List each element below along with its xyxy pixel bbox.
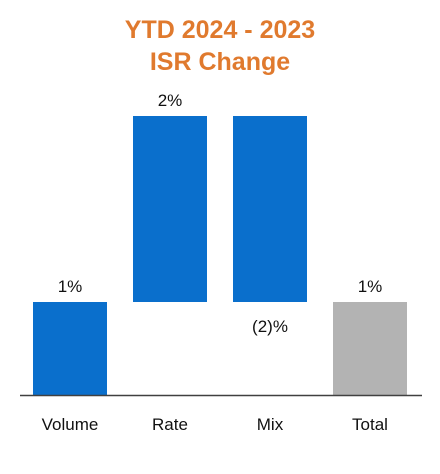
value-label-rate: 2%	[158, 91, 183, 110]
bar-volume	[33, 302, 107, 395]
bar-total	[333, 302, 407, 395]
category-label-volume: Volume	[42, 415, 99, 434]
category-label-mix: Mix	[257, 415, 284, 434]
value-label-mix: (2)%	[252, 317, 288, 336]
chart-title-line-2: ISR Change	[149, 48, 291, 76]
bar-mix	[233, 116, 307, 302]
category-label-rate: Rate	[152, 415, 188, 434]
bar-rate	[133, 116, 207, 302]
value-label-volume: 1%	[58, 277, 83, 296]
category-label-total: Total	[352, 415, 388, 434]
value-label-total: 1%	[358, 277, 383, 296]
chart-title-line-1: YTD 2024 - 2023	[124, 16, 316, 44]
